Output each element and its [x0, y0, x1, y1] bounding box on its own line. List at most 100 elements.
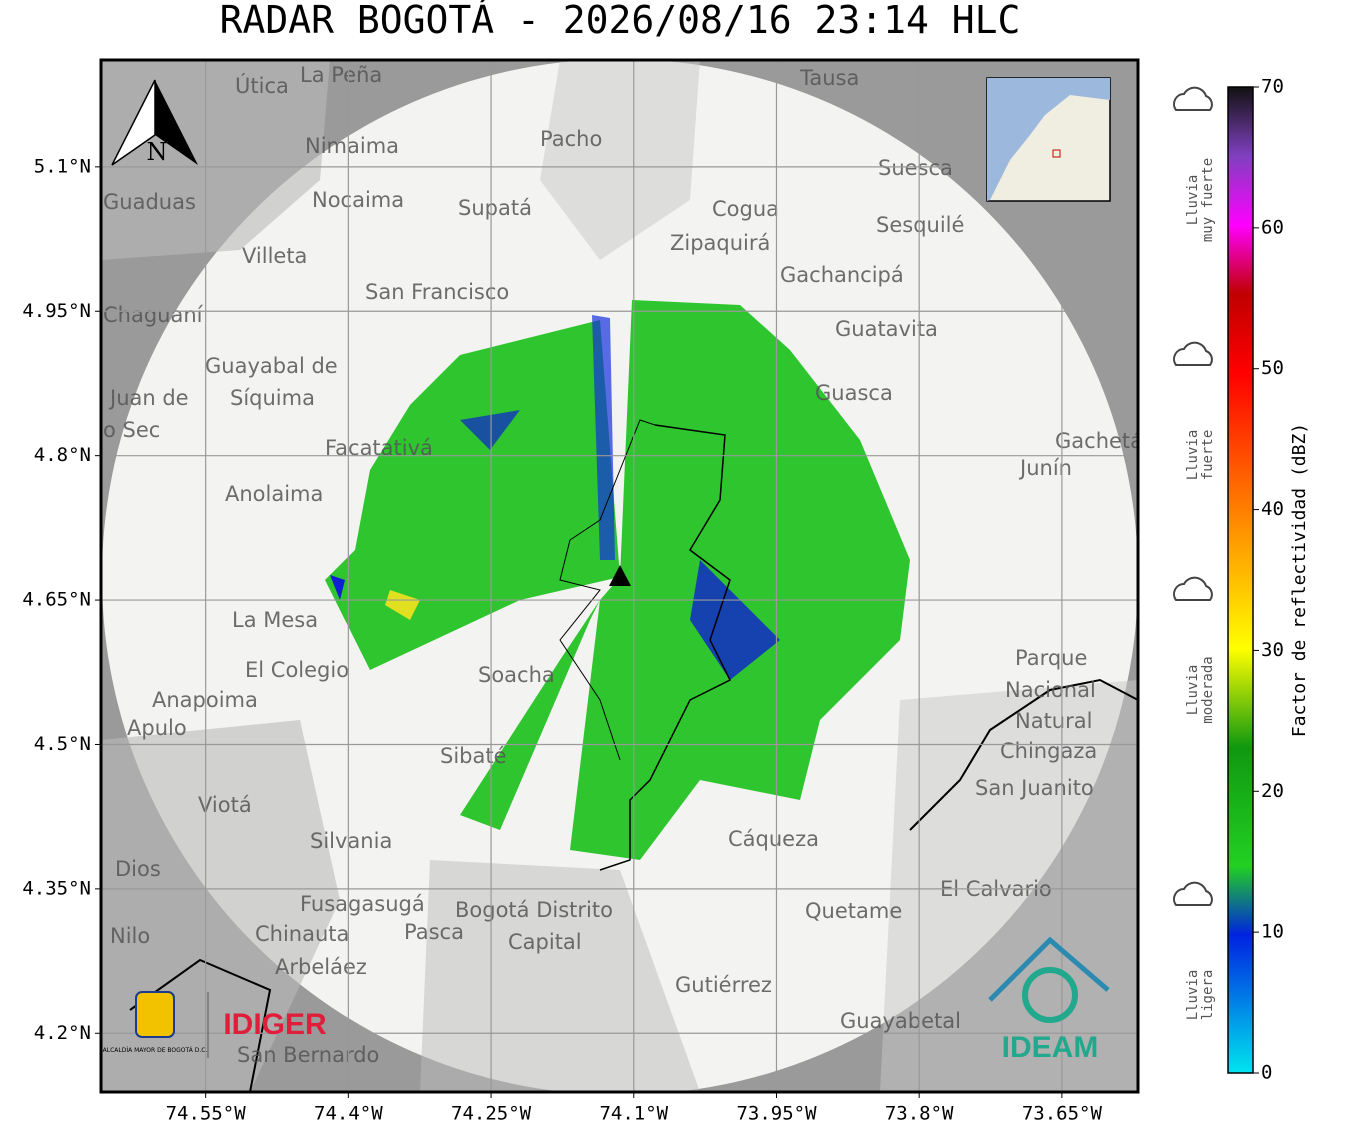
title: RADAR BOGOTÁ - 2026/08/16 23:14 HLC: [220, 0, 1021, 42]
legend-label: ligera: [1200, 970, 1216, 1021]
colorbar-label: Factor de reflectividad (dBZ): [1289, 423, 1310, 737]
place-name: Dios: [115, 857, 161, 881]
legend-entry: Lluvia moderada: [1173, 576, 1216, 724]
place-name: Cogua: [712, 197, 779, 221]
place-name: Útica: [235, 73, 289, 98]
place-name: Silvania: [310, 829, 392, 853]
ideam-text: IDEAM: [1002, 1031, 1099, 1064]
place-name: Nimaima: [305, 134, 399, 158]
place-name: Guayabetal: [840, 1009, 961, 1033]
place-name: Arbeláez: [275, 955, 367, 979]
y-tick-label: 4.65°N: [22, 589, 91, 611]
y-tick-label: 4.5°N: [34, 733, 91, 755]
place-name: La Mesa: [232, 608, 318, 632]
inset-map: [986, 77, 1111, 202]
place-name: Chingaza: [1000, 739, 1097, 763]
colorbar-tick-label: 60: [1261, 216, 1284, 238]
legend-label: Lluvia: [1185, 175, 1201, 226]
place-name: Anolaima: [225, 482, 323, 506]
place-name: Zipaquirá: [670, 231, 770, 255]
legend-entry: Lluvia fuerte: [1173, 341, 1216, 481]
place-name: Nilo: [110, 924, 150, 948]
x-tick-label: 74.4°W: [314, 1103, 383, 1125]
x-tick-label: 74.25°W: [451, 1103, 532, 1125]
colorbar-tick-label: 50: [1261, 357, 1284, 379]
alcaldia-text: ALCALDÍA MAYOR DE BOGOTÁ D.C.: [103, 1047, 208, 1054]
colorbar-tick-label: 10: [1261, 921, 1284, 943]
colorbar: [1227, 86, 1254, 1074]
y-tick-label: 4.35°N: [22, 877, 91, 899]
place-name: Facatativá: [325, 436, 433, 460]
place-name: Pacho: [540, 127, 602, 151]
y-tick-label: 4.2°N: [34, 1022, 91, 1044]
place-name: Villeta: [242, 244, 307, 268]
place-name: Capital: [508, 930, 582, 954]
legend-label: moderada: [1200, 656, 1216, 723]
place-name: Viotá: [198, 793, 252, 817]
place-name: Juan de: [108, 386, 189, 410]
legend-label: fuerte: [1200, 430, 1216, 481]
place-name: San Juanito: [975, 776, 1094, 800]
place-name: o Sec: [103, 418, 160, 442]
legend-label: Lluvia: [1185, 970, 1201, 1021]
legend-label: muy fuerte: [1200, 158, 1216, 242]
map: La Peña Útica Tausa Nimaima Pacho Guaduas Noca…: [101, 60, 1143, 1092]
ideam-logo: IDEAM: [988, 936, 1110, 1064]
colorbar-tick-label: 40: [1261, 498, 1284, 520]
legend-entry: Lluvia muy fuerte: [1173, 86, 1216, 242]
legend-label: Lluvia: [1185, 665, 1201, 716]
place-name: Guaduas: [103, 190, 196, 214]
place-name: Gachancipá: [780, 263, 904, 287]
y-tick-label: 5.1°N: [34, 155, 91, 177]
place-name: Gachetá: [1055, 429, 1143, 453]
place-name: San Francisco: [365, 280, 509, 304]
place-name: Nocaima: [312, 188, 404, 212]
colorbar-tick-label: 20: [1261, 780, 1284, 802]
place-name: Sibaté: [440, 744, 507, 768]
alcaldia-logo: ALCALDÍA MAYOR DE BOGOTÁ D.C.: [103, 991, 209, 1058]
place-name: Nacional: [1005, 678, 1096, 702]
legend-label: Lluvia: [1185, 430, 1201, 481]
idiger-logo: IDIGER: [223, 1008, 327, 1041]
place-name: Quetame: [805, 899, 902, 923]
place-name: Tausa: [799, 66, 859, 90]
weather-icon: [1173, 341, 1213, 366]
colorbar-tick-label: 30: [1261, 639, 1284, 661]
place-name: Bogotá Distrito: [455, 898, 613, 922]
place-name: Parque: [1015, 646, 1087, 670]
north-label: N: [147, 138, 168, 166]
place-name: Supatá: [458, 196, 532, 220]
y-tick-label: 4.95°N: [22, 300, 91, 322]
radar-location: [609, 565, 631, 586]
place-name: Cáqueza: [728, 827, 819, 851]
place-name: Apulo: [127, 716, 187, 740]
x-tick-label: 73.8°W: [885, 1103, 954, 1125]
place-name: Fusagasugá: [300, 892, 425, 916]
place-name: La Peña: [300, 63, 382, 87]
place-name: Guasca: [815, 381, 893, 405]
place-name: Chinauta: [255, 922, 349, 946]
x-tick-label: 73.65°W: [1022, 1103, 1103, 1125]
place-name: El Colegio: [245, 658, 349, 682]
north-arrow: N: [111, 79, 198, 166]
y-tick-label: 4.8°N: [34, 444, 91, 466]
place-name: Chaguaní: [103, 303, 204, 327]
x-tick-label: 74.1°W: [599, 1103, 668, 1125]
map-frame: [99, 58, 1140, 1094]
x-tick-label: 73.95°W: [736, 1103, 817, 1125]
place-name: Guayabal de: [205, 354, 338, 378]
weather-icon: [1173, 576, 1213, 601]
x-tick-label: 74.55°W: [166, 1103, 247, 1125]
radar-echo: [325, 300, 910, 860]
weather-icon: [1173, 86, 1213, 111]
place-name: San Bernardo: [237, 1043, 379, 1067]
colorbar-tick-label: 0: [1261, 1062, 1272, 1084]
place-name: Pasca: [404, 920, 464, 944]
place-name: Natural: [1015, 709, 1092, 733]
place-name: Guatavita: [835, 317, 938, 341]
place-name: Sesquilé: [876, 213, 964, 237]
place-name: Gutiérrez: [675, 973, 772, 997]
legend-entry: Lluvia ligera: [1173, 881, 1216, 1021]
colorbar-tick-label: 70: [1261, 76, 1284, 98]
